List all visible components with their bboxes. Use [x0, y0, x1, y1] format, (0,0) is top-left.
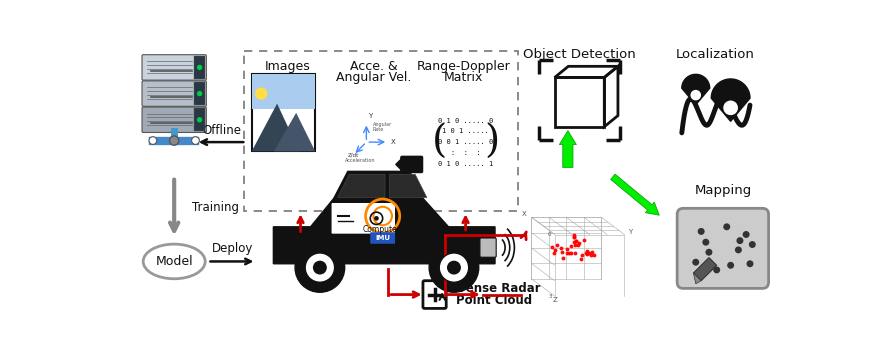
FancyBboxPatch shape — [401, 156, 422, 173]
Polygon shape — [389, 174, 427, 197]
Polygon shape — [396, 158, 402, 170]
Bar — [251, 74, 315, 151]
Circle shape — [313, 261, 327, 274]
Text: Range-Doppler: Range-Doppler — [416, 61, 510, 74]
Ellipse shape — [143, 244, 205, 279]
Text: Y: Y — [368, 113, 373, 119]
FancyBboxPatch shape — [142, 81, 206, 106]
Circle shape — [749, 241, 756, 248]
Polygon shape — [273, 198, 495, 264]
FancyArrow shape — [611, 174, 659, 215]
Text: Images: Images — [265, 61, 311, 74]
Bar — [555, 77, 604, 127]
Circle shape — [747, 260, 753, 267]
Text: Mapping: Mapping — [694, 184, 751, 197]
Circle shape — [705, 249, 712, 256]
Text: Computer: Computer — [363, 225, 401, 233]
Circle shape — [736, 237, 743, 244]
Polygon shape — [681, 74, 710, 105]
Circle shape — [255, 88, 267, 100]
Text: IMU: IMU — [375, 234, 390, 240]
Text: 0 1 0 ..... 1: 0 1 0 ..... 1 — [438, 161, 493, 167]
Circle shape — [170, 136, 179, 145]
Text: X: X — [390, 139, 395, 145]
Circle shape — [723, 223, 730, 230]
Text: 1 0 1 .....: 1 0 1 ..... — [442, 128, 489, 134]
Text: Acceleration: Acceleration — [345, 158, 375, 162]
Text: 0 1 0 ..... 0: 0 1 0 ..... 0 — [438, 118, 493, 124]
Bar — [194, 108, 205, 131]
Polygon shape — [694, 258, 717, 281]
Text: 0 0 1 ..... 0: 0 0 1 ..... 0 — [438, 139, 493, 145]
Circle shape — [697, 228, 704, 235]
Circle shape — [149, 137, 157, 145]
FancyBboxPatch shape — [370, 232, 395, 244]
Circle shape — [727, 262, 735, 269]
Circle shape — [723, 100, 738, 115]
FancyBboxPatch shape — [142, 55, 206, 80]
Polygon shape — [251, 104, 299, 151]
Text: Deploy: Deploy — [212, 242, 253, 255]
FancyArrow shape — [559, 131, 576, 168]
Text: Dense Radar: Dense Radar — [457, 282, 541, 295]
Circle shape — [196, 65, 203, 70]
Circle shape — [703, 239, 709, 246]
Text: (: ( — [432, 124, 447, 161]
Text: Y: Y — [628, 230, 633, 236]
Bar — [244, 51, 518, 211]
Text: Angular
Rate: Angular Rate — [373, 121, 392, 132]
Circle shape — [192, 137, 199, 145]
Text: Model: Model — [156, 255, 193, 268]
Circle shape — [196, 91, 203, 96]
Text: Point Cloud: Point Cloud — [457, 294, 533, 307]
Text: Localization: Localization — [675, 48, 755, 61]
Polygon shape — [712, 79, 750, 121]
Text: Matrix: Matrix — [443, 71, 483, 84]
Text: X: X — [521, 211, 526, 217]
Text: :  :  :: : : : — [450, 150, 481, 156]
Bar — [194, 82, 205, 105]
Text: Angular Vel.: Angular Vel. — [336, 71, 412, 84]
Polygon shape — [274, 113, 315, 151]
Text: Z: Z — [552, 297, 558, 303]
Circle shape — [196, 117, 203, 122]
FancyBboxPatch shape — [423, 281, 446, 308]
Circle shape — [743, 231, 750, 238]
Circle shape — [305, 253, 335, 282]
Bar — [251, 74, 315, 109]
Text: Acce. &: Acce. & — [350, 61, 398, 74]
Polygon shape — [338, 174, 385, 197]
Bar — [194, 56, 205, 79]
Text: Offline: Offline — [202, 124, 241, 137]
Circle shape — [295, 243, 344, 292]
Circle shape — [439, 253, 469, 282]
Polygon shape — [334, 172, 423, 198]
Circle shape — [447, 261, 461, 274]
Text: Object Detection: Object Detection — [523, 48, 636, 61]
Circle shape — [690, 90, 701, 100]
FancyBboxPatch shape — [677, 208, 768, 288]
Text: 0: 0 — [548, 232, 551, 237]
Circle shape — [692, 259, 699, 266]
Text: Z/dt: Z/dt — [348, 152, 359, 157]
Circle shape — [735, 246, 742, 253]
Text: 3: 3 — [548, 294, 551, 299]
Text: ): ) — [484, 124, 499, 161]
FancyBboxPatch shape — [142, 107, 206, 133]
FancyBboxPatch shape — [331, 202, 396, 234]
Polygon shape — [694, 273, 701, 284]
Circle shape — [429, 243, 479, 292]
Circle shape — [374, 216, 379, 220]
FancyBboxPatch shape — [480, 238, 496, 257]
Circle shape — [713, 266, 720, 273]
Text: Training: Training — [192, 201, 239, 214]
